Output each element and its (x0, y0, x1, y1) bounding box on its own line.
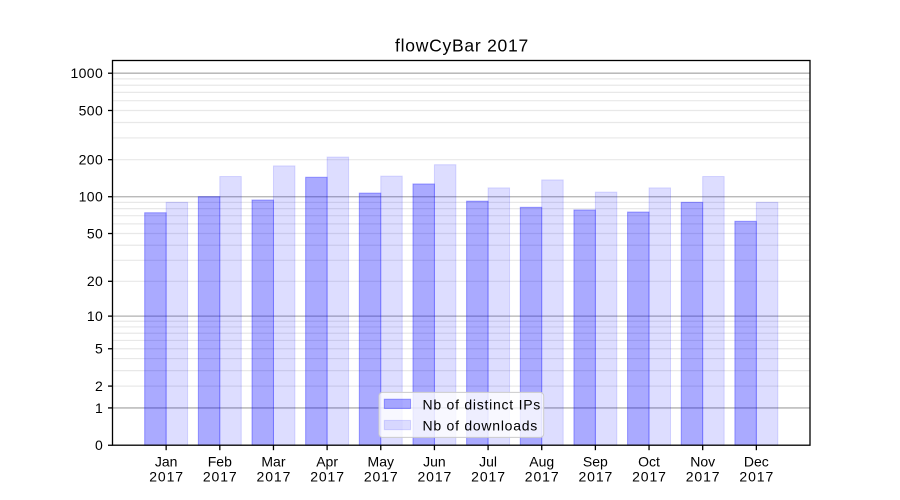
svg-text:2017: 2017 (525, 469, 560, 485)
svg-text:50: 50 (87, 225, 103, 241)
svg-text:10: 10 (87, 308, 103, 324)
svg-text:2017: 2017 (739, 469, 774, 485)
svg-text:2017: 2017 (203, 469, 238, 485)
svg-text:flowCyBar 2017: flowCyBar 2017 (395, 35, 529, 55)
svg-text:Sep: Sep (583, 454, 608, 470)
svg-text:2017: 2017 (578, 469, 613, 485)
svg-text:100: 100 (79, 189, 104, 205)
svg-text:Jun: Jun (423, 454, 446, 470)
svg-text:2017: 2017 (686, 469, 721, 485)
svg-text:Jan: Jan (155, 454, 178, 470)
svg-text:1000: 1000 (70, 65, 103, 81)
svg-text:Nov: Nov (690, 454, 715, 470)
svg-text:1: 1 (95, 400, 103, 416)
svg-text:2: 2 (95, 378, 103, 394)
svg-text:Oct: Oct (638, 454, 660, 470)
svg-text:May: May (368, 454, 394, 470)
svg-text:2017: 2017 (310, 469, 345, 485)
svg-text:2017: 2017 (632, 469, 667, 485)
svg-text:500: 500 (79, 102, 104, 118)
svg-text:5: 5 (95, 341, 103, 357)
svg-text:2017: 2017 (364, 469, 399, 485)
svg-text:Mar: Mar (261, 454, 285, 470)
svg-text:Dec: Dec (744, 454, 769, 470)
svg-text:Apr: Apr (316, 454, 338, 470)
svg-text:2017: 2017 (149, 469, 184, 485)
svg-text:Aug: Aug (529, 454, 554, 470)
svg-text:Jul: Jul (479, 454, 497, 470)
svg-text:Feb: Feb (208, 454, 232, 470)
svg-text:Nb of distinct IPs: Nb of distinct IPs (423, 396, 542, 412)
svg-text:2017: 2017 (471, 469, 506, 485)
svg-text:2017: 2017 (417, 469, 452, 485)
svg-text:200: 200 (79, 152, 104, 168)
svg-text:Nb of downloads: Nb of downloads (423, 417, 539, 433)
svg-text:20: 20 (87, 273, 103, 289)
svg-text:2017: 2017 (257, 469, 292, 485)
svg-text:0: 0 (95, 437, 103, 453)
